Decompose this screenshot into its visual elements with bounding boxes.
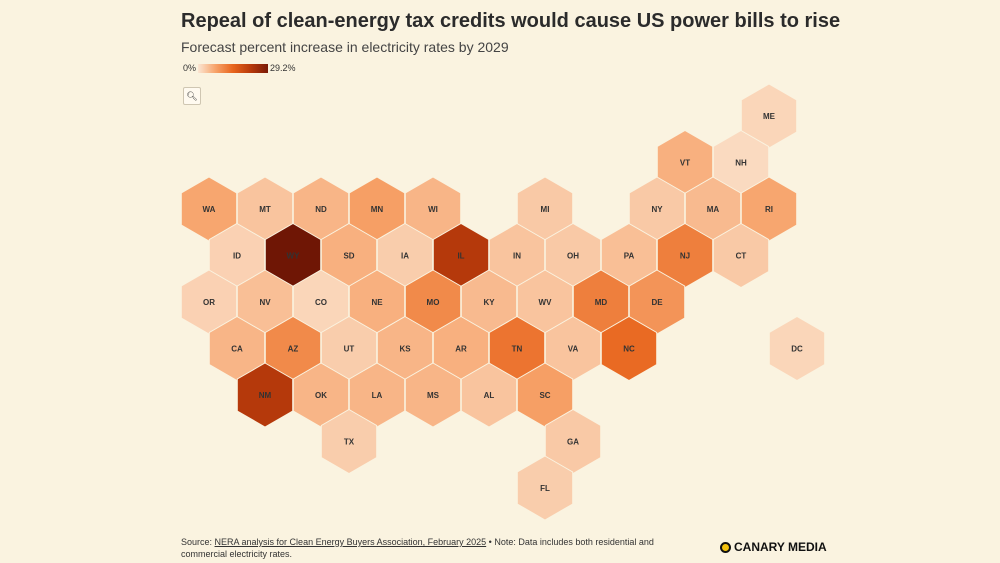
hex-label-ca: CA	[231, 345, 243, 354]
hex-label-wv: WV	[539, 298, 553, 307]
hex-label-pa: PA	[624, 252, 635, 261]
hex-label-me: ME	[763, 112, 776, 121]
hex-label-tx: TX	[344, 438, 355, 447]
hex-nc[interactable]	[600, 315, 658, 382]
hex-label-in: IN	[513, 252, 521, 261]
brand-logo: CANARY MEDIA	[720, 540, 827, 554]
hex-label-wi: WI	[428, 205, 438, 214]
hex-label-ar: AR	[455, 345, 467, 354]
hex-label-az: AZ	[288, 345, 299, 354]
color-legend: 0% 29.2%	[183, 63, 296, 73]
hex-label-ks: KS	[399, 345, 411, 354]
canary-logo-icon	[720, 541, 731, 553]
hex-label-mt: MT	[259, 205, 271, 214]
hex-label-ne: NE	[371, 298, 383, 307]
source-note-text: • Note: Data includes both residential a…	[181, 537, 654, 559]
hex-label-al: AL	[484, 391, 495, 400]
chart-title: Repeal of clean-energy tax credits would…	[181, 10, 841, 32]
hex-al[interactable]	[460, 362, 518, 428]
hex-label-ms: MS	[427, 391, 440, 400]
hex-label-wy: WY	[287, 252, 301, 261]
hex-label-mo: MO	[427, 298, 440, 307]
hex-label-va: VA	[568, 345, 579, 354]
hex-label-mi: MI	[541, 205, 550, 214]
hex-label-ri: RI	[765, 205, 773, 214]
hex-label-dc: DC	[791, 345, 803, 354]
hex-fl[interactable]	[516, 455, 574, 521]
hex-label-ia: IA	[401, 252, 409, 261]
hex-label-de: DE	[651, 298, 663, 307]
hex-label-nh: NH	[735, 159, 747, 168]
hex-label-sd: SD	[343, 252, 354, 261]
hex-label-fl: FL	[540, 484, 550, 493]
hex-tx[interactable]	[320, 408, 378, 475]
hex-ms[interactable]	[404, 362, 462, 428]
search-icon: 🔍︎	[186, 90, 198, 101]
hex-label-ut: UT	[344, 345, 355, 354]
hex-label-ma: MA	[707, 205, 720, 214]
hex-label-mn: MN	[371, 205, 384, 214]
hex-label-co: CO	[315, 298, 327, 307]
hex-label-or: OR	[203, 298, 215, 307]
hex-nm[interactable]	[236, 362, 294, 428]
hex-label-nv: NV	[259, 298, 271, 307]
hex-dc[interactable]	[768, 315, 826, 382]
hex-label-nj: NJ	[680, 252, 690, 261]
hex-label-ky: KY	[483, 298, 495, 307]
legend-min-label: 0%	[183, 63, 197, 73]
source-prefix: Source:	[181, 537, 215, 547]
hex-label-nd: ND	[315, 205, 327, 214]
hex-label-md: MD	[595, 298, 608, 307]
hex-label-sc: SC	[539, 391, 550, 400]
hex-label-nc: NC	[623, 345, 635, 354]
hex-ct[interactable]	[712, 222, 770, 289]
hex-label-oh: OH	[567, 252, 579, 261]
hex-label-tn: TN	[512, 345, 523, 354]
legend-gradient-bar	[198, 63, 269, 73]
hex-label-ok: OK	[315, 391, 327, 400]
brand-name: CANARY MEDIA	[734, 540, 827, 554]
source-note: Source: NERA analysis for Clean Energy B…	[181, 536, 701, 560]
hex-label-nm: NM	[259, 391, 272, 400]
chart-subtitle: Forecast percent increase in electricity…	[181, 39, 509, 55]
hex-label-la: LA	[372, 391, 383, 400]
hex-label-ct: CT	[736, 252, 747, 261]
hex-label-id: ID	[233, 252, 241, 261]
zoom-button[interactable]: 🔍︎	[183, 87, 201, 105]
hex-label-il: IL	[457, 252, 464, 261]
source-link[interactable]: NERA analysis for Clean Energy Buyers As…	[214, 537, 487, 547]
hex-label-wa: WA	[203, 205, 216, 214]
hex-label-vt: VT	[680, 159, 690, 168]
hex-label-ny: NY	[651, 205, 663, 214]
legend-max-label: 29.2%	[270, 63, 296, 73]
hex-label-ga: GA	[567, 438, 579, 447]
